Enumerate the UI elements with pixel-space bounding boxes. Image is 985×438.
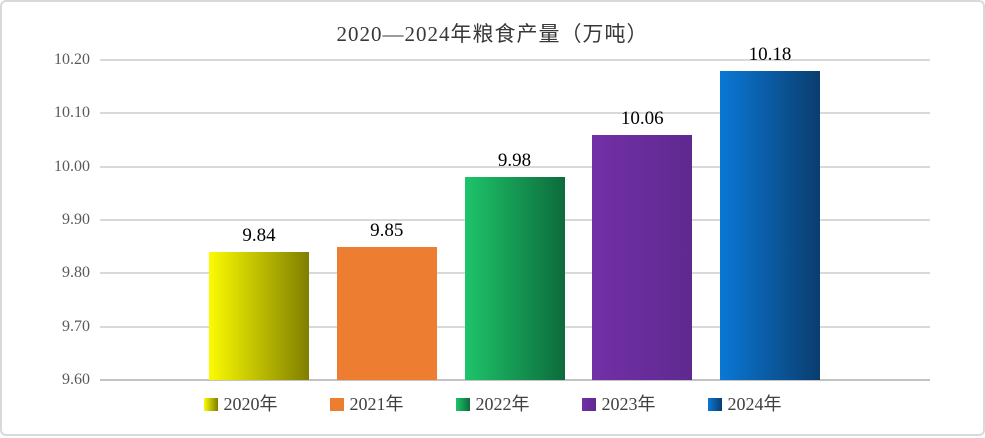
bar-2024年: 10.18 — [720, 44, 820, 380]
bar-value-label: 9.85 — [370, 219, 404, 241]
chart-title: 2020—2024年粮食产量（万吨） — [336, 22, 649, 46]
legend-label: 2020年 — [223, 394, 278, 414]
legend-item-2024年: 2024年 — [707, 394, 782, 414]
legend-label: 2022年 — [475, 394, 530, 414]
gridline — [100, 112, 930, 115]
legend-swatch-icon — [581, 397, 596, 411]
bar-value-label: 10.18 — [748, 43, 792, 65]
gridline — [100, 59, 930, 61]
legend-swatch-icon — [203, 397, 218, 411]
legend-label: 2024年 — [727, 394, 782, 414]
plot-area: 9.84 9.85 9.98 10.06 10.18 — [100, 44, 930, 381]
legend-item-2022年: 2022年 — [455, 394, 530, 414]
bar-value-label: 9.84 — [242, 225, 276, 246]
bar-2021年: 9.85 — [336, 220, 437, 380]
legend-swatch-icon — [455, 397, 470, 411]
y-axis: 10.20 10.10 10.00 9.90 9.80 9.70 9.60 — [2, 2, 90, 438]
legend-item-2020年: 2020年 — [203, 394, 278, 414]
y-axis-tick-label: 10.10 — [54, 104, 90, 122]
y-axis-tick-label: 10.00 — [54, 157, 90, 175]
legend-item-2021年: 2021年 — [329, 394, 404, 414]
y-axis-tick-label: 9.90 — [62, 211, 90, 228]
legend-item-2023年: 2023年 — [581, 394, 656, 414]
legend-label: 2023年 — [601, 394, 656, 414]
gridline — [100, 165, 930, 168]
y-axis-tick-label: 9.80 — [62, 264, 90, 282]
bar-2022年: 9.98 — [464, 150, 565, 380]
bar-value-label: 10.06 — [620, 107, 664, 129]
bar-2020年: 9.84 — [209, 225, 309, 380]
legend-label: 2021年 — [349, 394, 404, 414]
gridline — [100, 379, 930, 381]
bar-value-label: 9.98 — [497, 150, 532, 172]
legend-swatch-icon — [707, 397, 722, 411]
legend: 2020年 2021年 2022年 2023年 2024年 — [2, 394, 983, 414]
legend-swatch-icon — [329, 397, 344, 411]
y-axis-tick-label: 10.20 — [54, 51, 90, 68]
bar-2023年: 10.06 — [592, 108, 693, 380]
y-axis-tick-label: 9.60 — [62, 371, 90, 388]
y-axis-tick-label: 9.70 — [62, 317, 90, 335]
